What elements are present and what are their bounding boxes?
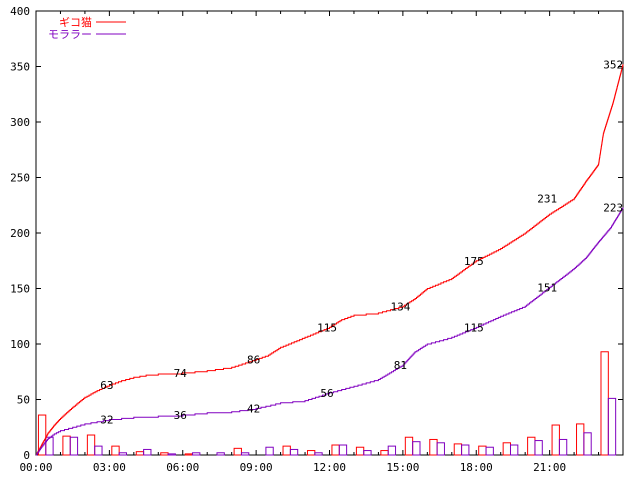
hourly-bar-morara [69,436,79,456]
series-line-morara [36,207,624,456]
hourly-bar-morara [485,446,494,456]
hourly-bar-morara [314,452,323,456]
hourly-bar-giko [551,424,560,456]
y-tick-label: 0 [23,449,30,462]
y-tick-label: 200 [10,227,30,240]
y-tick-label: 150 [10,283,30,296]
data-label: 175 [464,255,484,268]
hourly-bar-morara [338,444,348,456]
hourly-bar-giko [233,447,242,456]
hourly-bar-morara [45,436,54,456]
x-tick-label: 18:00 [460,461,493,474]
hourly-bar-morara [192,452,201,456]
hourly-bar-morara [607,397,617,456]
value-labels: 63 74 86 115 134 175 231 352 32 36 42 56 81 115 151 223 [100,58,623,426]
x-tick-label: 15:00 [386,461,419,474]
hourly-bar-morara [412,441,421,456]
y-axis: 0 50 100 150 200 250 300 350 400 [10,5,623,462]
y-tick-label: 250 [10,172,30,185]
hourly-bar-giko [86,434,96,456]
hourly-bar-morara [534,440,543,456]
data-label: 42 [247,402,260,415]
hourly-bar-giko [62,435,71,456]
y-tick-label: 300 [10,116,30,129]
y-tick-label: 400 [10,5,30,18]
hourly-bar-giko [576,423,585,456]
y-tick-label: 350 [10,61,30,74]
hourly-bar-morara [289,448,299,456]
hourly-bar-giko [355,446,365,456]
data-label: 74 [174,367,188,380]
hourly-bars [37,351,617,456]
data-label: 231 [537,193,557,206]
hourly-bar-giko [527,436,536,456]
x-tick-label: 21:00 [533,461,566,474]
hourly-bar-morara [216,452,225,456]
x-tick-label: 03:00 [93,461,126,474]
hourly-bar-giko [453,443,463,456]
x-tick-label: 00:00 [19,461,52,474]
hourly-bar-morara [167,453,176,456]
hourly-bar-morara [265,446,274,456]
data-label: 81 [394,359,407,372]
hourly-bar-morara [143,448,152,456]
legend-label: ギコ猫 [59,16,92,29]
hourly-bar-giko [306,450,316,456]
hourly-bar-giko [600,351,609,456]
hourly-bar-giko [502,442,511,456]
x-tick-label: 09:00 [240,461,273,474]
data-label: 63 [100,379,113,392]
hourly-bar-giko [37,414,47,456]
x-tick-label: 12:00 [313,461,346,474]
hourly-bar-giko [160,452,169,456]
series-lines [36,64,624,456]
data-label: 151 [537,281,557,294]
x-axis: 00:00 03:00 06:00 09:00 12:00 15:00 18:00 21:00 [19,11,624,474]
hourly-bar-morara [558,438,568,456]
hourly-bar-morara [436,442,445,456]
hourly-bar-giko [184,453,194,456]
hourly-bar-morara [94,445,103,456]
hourly-bar-giko [429,438,438,456]
data-label: 134 [390,300,410,313]
data-label: 56 [320,387,333,400]
hourly-bar-morara [363,450,372,456]
hourly-bar-morara [118,452,127,456]
hourly-bar-giko [331,444,340,456]
hourly-bar-morara [387,445,397,456]
data-label: 32 [100,413,113,426]
y-tick-label: 50 [17,394,30,407]
hourly-bar-morara [461,444,470,456]
x-tick-label: 06:00 [166,461,199,474]
hourly-bar-giko [380,450,389,456]
data-label: 115 [317,321,337,334]
hourly-bar-giko [135,451,145,456]
hourly-bar-giko [404,436,414,456]
hourly-bar-giko [478,445,487,456]
data-label: 223 [603,201,623,214]
data-label: 36 [174,409,187,422]
data-label: 352 [603,58,623,71]
data-label: 115 [464,321,484,334]
y-tick-label: 100 [10,338,30,351]
hourly-bar-morara [509,444,519,456]
hourly-bar-giko [282,445,291,456]
hourly-bar-morara [240,452,250,456]
legend-label: モララー [48,28,92,41]
series-line-giko [36,64,624,456]
hourly-bar-morara [583,432,592,456]
data-label: 86 [247,354,260,367]
hourly-bar-giko [111,445,120,456]
